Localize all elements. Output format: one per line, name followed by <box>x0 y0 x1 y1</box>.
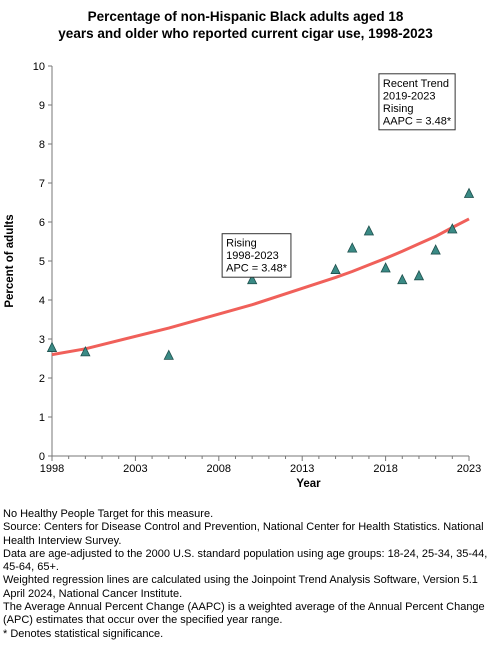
y-tick-label: 5 <box>39 256 45 268</box>
x-tick-label: 2013 <box>290 463 314 475</box>
data-point-marker <box>247 273 258 285</box>
y-tick-label: 10 <box>33 61 45 73</box>
annotation-text: APC = 3.48* <box>226 263 288 275</box>
y-tick-label: 8 <box>39 139 45 151</box>
data-point-marker <box>463 187 475 198</box>
x-tick-label: 2008 <box>207 463 231 475</box>
data-point-marker <box>80 345 91 357</box>
footnote-no-target: No Healthy People Target for this measur… <box>3 508 214 520</box>
footnote-age-adjusted: Data are age-adjusted to the 2000 U.S. s… <box>3 547 491 574</box>
data-point-marker <box>163 349 174 360</box>
annotation-text: 2019-2023 <box>383 90 436 102</box>
y-tick-label: 1 <box>39 412 45 424</box>
footnote-aapc-definition: The Average Annual Percent Change (AAPC)… <box>3 601 488 627</box>
annotation-text: Recent Trend <box>383 78 449 90</box>
footnote-regression: Weighted regression lines are calculated… <box>3 574 481 600</box>
data-point-marker <box>347 242 358 253</box>
annotation-box <box>221 233 292 278</box>
y-tick-label: 3 <box>39 334 45 346</box>
y-axis-label: Percent of adults <box>4 214 16 307</box>
chart-plot: 0 1 2 3 4 5 6 7 8 9 10 1998 2003 2008 2013 2018 2023 Year… <box>4 61 481 490</box>
y-tick-label: 2 <box>39 373 45 385</box>
y-tick-label: 7 <box>39 178 45 190</box>
y-tick-label: 9 <box>39 100 45 112</box>
x-tick-label: 2018 <box>373 463 397 475</box>
data-point-marker <box>447 223 458 234</box>
y-tick-label: 4 <box>39 295 45 307</box>
annotation-box <box>378 73 456 131</box>
data-point-marker <box>380 262 391 273</box>
chart-title: Percentage of non-Hispanic Black adults … <box>0 8 491 42</box>
chart-title-line-1: Percentage of non-Hispanic Black adults … <box>87 9 404 24</box>
annotation-text: 1998-2023 <box>226 250 279 262</box>
x-tick-label: 2003 <box>123 463 147 475</box>
data-point-marker <box>413 269 425 281</box>
footnote-significance: * Denotes statistical significance. <box>3 627 164 640</box>
footnotes: No Healthy People Target for this measur… <box>3 508 491 641</box>
data-point-marker <box>46 341 58 352</box>
x-tick-label: 1998 <box>40 463 64 475</box>
x-tick-label: 2023 <box>457 463 481 475</box>
annotation-text: Rising <box>226 238 257 250</box>
chart-title-line-2: years and older who reported current cig… <box>58 26 433 41</box>
data-point-marker <box>330 263 341 274</box>
y-tick-label: 6 <box>39 217 45 229</box>
annotation-text: AAPC = 3.48* <box>383 115 452 127</box>
data-point-marker <box>363 225 375 236</box>
data-point-marker <box>397 273 408 285</box>
annotation-text: Rising <box>383 103 414 115</box>
footnote-source: Source: Centers for Disease Control and … <box>3 521 487 547</box>
trend-line <box>51 217 470 357</box>
y-tick-label: 0 <box>39 451 45 463</box>
data-point-marker <box>430 244 441 255</box>
x-axis-label: Year <box>296 478 321 490</box>
